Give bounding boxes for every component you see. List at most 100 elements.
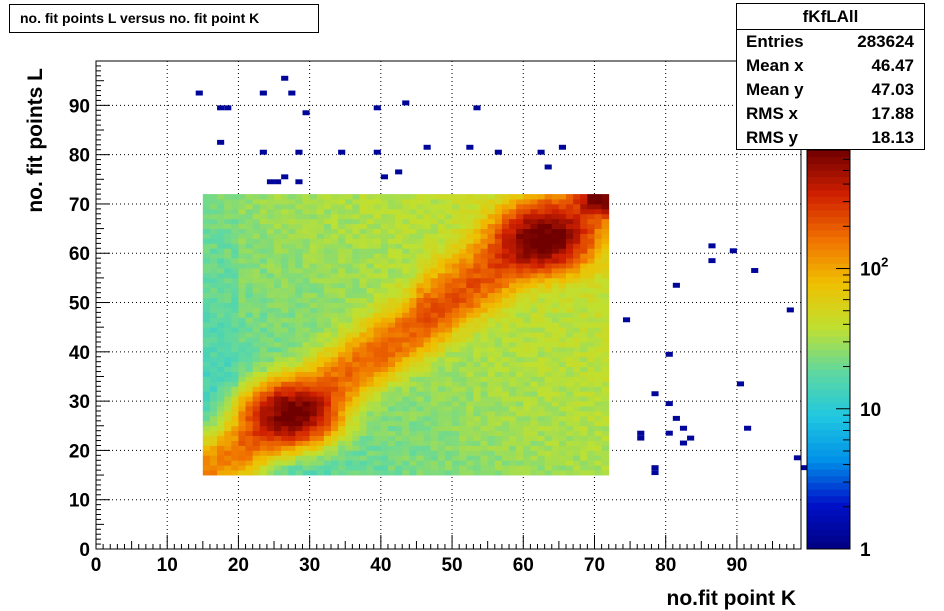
heatmap-cell: [480, 435, 489, 441]
heatmap-cell: [266, 410, 275, 417]
heatmap-cell: [395, 302, 403, 308]
heatmap-cell: [288, 203, 296, 210]
heatmap-cell: [494, 410, 503, 417]
heatmap-cell: [558, 430, 567, 437]
heatmap-cell: [530, 268, 538, 274]
color-scale-segment: [807, 329, 850, 337]
heatmap-cell: [494, 302, 503, 308]
heatmap-cell: [338, 277, 346, 284]
heatmap-cell: [309, 194, 318, 200]
heatmap-cell: [281, 450, 289, 456]
heatmap-cell: [530, 199, 538, 205]
heatmap-cell: [252, 420, 261, 427]
heatmap-cell: [338, 361, 346, 368]
heatmap-cell: [544, 243, 553, 249]
heatmap-cell: [573, 386, 581, 392]
sparse-point: [708, 258, 716, 264]
heatmap-cell: [309, 415, 318, 422]
heatmap-cell: [409, 391, 417, 397]
heatmap-cell: [516, 346, 524, 353]
color-scale-segment: [807, 169, 850, 178]
heatmap-cell: [288, 268, 296, 274]
heatmap-cell: [573, 470, 581, 476]
color-scale-segment: [807, 462, 850, 470]
heatmap-cell: [288, 287, 296, 294]
heatmap-cell: [366, 356, 375, 363]
heatmap-cell: [523, 396, 531, 402]
heatmap-cell: [459, 410, 467, 417]
heatmap-cell: [480, 233, 489, 239]
heatmap-cell: [231, 381, 239, 387]
heatmap-cell: [395, 341, 403, 348]
heatmap-cell: [245, 233, 254, 239]
heatmap-cell: [523, 346, 531, 353]
color-scale-segment: [807, 216, 850, 224]
heatmap-cell: [487, 435, 496, 441]
heatmap-cell: [544, 248, 553, 254]
heatmap-cell: [523, 455, 531, 461]
heatmap-cell: [252, 258, 261, 264]
heatmap-cell: [594, 391, 603, 397]
heatmap-cell: [309, 312, 318, 318]
stats-value: 46.47: [871, 56, 914, 75]
heatmap-cell: [587, 213, 595, 220]
heatmap-cell: [466, 194, 474, 200]
heatmap-cell: [331, 455, 339, 461]
heatmap-cell: [274, 332, 282, 338]
heatmap-cell: [338, 248, 346, 254]
heatmap-cell: [387, 194, 396, 200]
heatmap-cell: [459, 282, 467, 289]
heatmap-cell: [316, 233, 325, 239]
heatmap-cell: [302, 263, 311, 269]
sparse-point: [744, 425, 752, 431]
heatmap-cell: [487, 213, 496, 220]
heatmap-cell: [387, 302, 396, 308]
heatmap-cell: [473, 203, 481, 210]
heatmap-cell: [281, 199, 289, 205]
heatmap-cell: [295, 341, 303, 348]
heatmap-cell: [437, 391, 446, 397]
heatmap-cell: [259, 213, 268, 220]
heatmap-cell: [551, 307, 560, 313]
heatmap-cell: [323, 391, 332, 397]
heatmap-cell: [601, 297, 610, 303]
heatmap-cell: [316, 420, 325, 427]
heatmap-cell: [331, 322, 339, 328]
heatmap-cell: [373, 297, 382, 303]
heatmap-cell: [323, 253, 332, 259]
heatmap-cell: [217, 332, 225, 338]
heatmap-cell: [266, 199, 275, 205]
heatmap-cell: [466, 223, 474, 229]
heatmap-cell: [402, 228, 410, 234]
color-scale-segment: [807, 309, 850, 317]
heatmap-cell: [544, 381, 553, 387]
heatmap-cell: [516, 263, 524, 269]
heatmap-cell: [409, 445, 417, 451]
heatmap-cell: [295, 337, 303, 343]
heatmap-cell: [473, 346, 481, 353]
heatmap-cell: [352, 317, 360, 323]
heatmap-cell: [387, 263, 396, 269]
heatmap-cell: [274, 376, 282, 382]
heatmap-cell: [473, 322, 481, 328]
heatmap-cell: [473, 208, 481, 215]
heatmap-cell: [444, 420, 453, 427]
heatmap-cell: [430, 302, 439, 308]
heatmap-cell: [288, 282, 296, 289]
heatmap-cell: [416, 218, 424, 225]
heatmap-cell: [238, 435, 246, 441]
heatmap-cell: [295, 455, 303, 461]
heatmap-cell: [580, 406, 588, 412]
heatmap-cell: [523, 203, 531, 210]
heatmap-cell: [409, 272, 417, 279]
heatmap-cell: [366, 297, 375, 303]
heatmap-cell: [452, 213, 460, 220]
heatmap-cell: [523, 406, 531, 412]
heatmap-cell: [402, 208, 410, 215]
heatmap-cell: [558, 410, 567, 417]
heatmap-cell: [444, 391, 453, 397]
heatmap-cell: [209, 371, 218, 377]
heatmap-cell: [587, 203, 595, 210]
heatmap-cell: [523, 366, 531, 372]
heatmap-cell: [281, 425, 289, 432]
